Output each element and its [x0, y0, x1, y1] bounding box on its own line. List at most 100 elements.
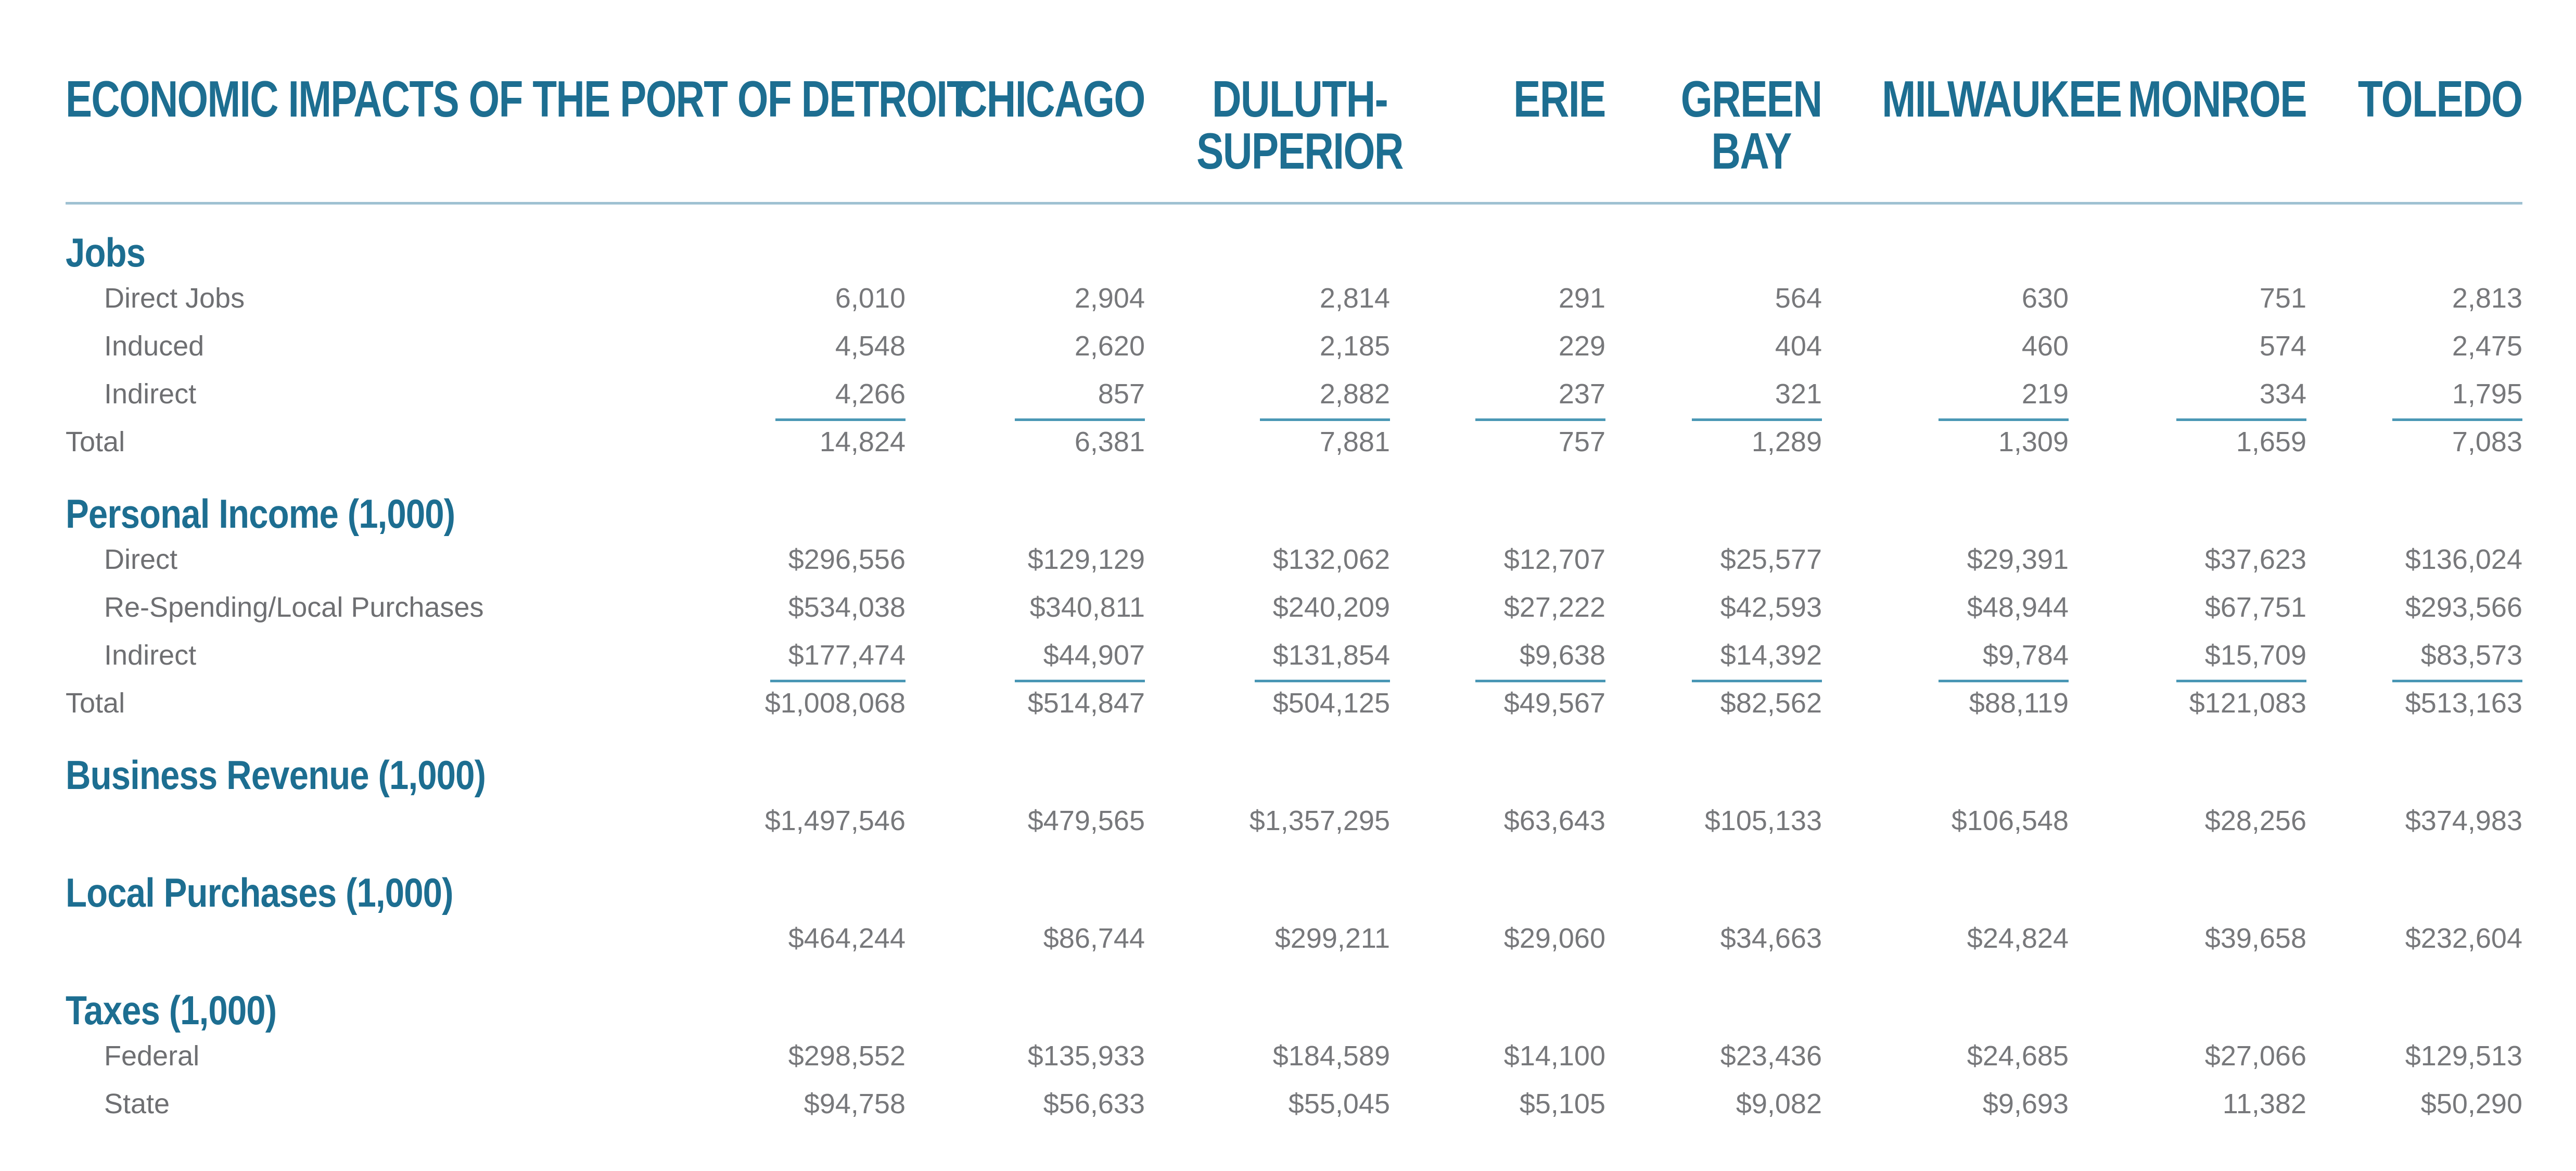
table-row: $464,244 $86,744 $299,211 $29,060 $34,663 $24… — [66, 914, 2576, 962]
table-row: Federal $298,552 $135,933 $184,589 $14,100 $2… — [66, 1032, 2576, 1080]
value-cell: $42,593 — [1720, 592, 1822, 623]
header-divider-line — [66, 202, 2522, 205]
value-cell: $340,811 — [1029, 592, 1145, 623]
value-cell: $296,556 — [788, 544, 906, 575]
column-header-milwaukee: MILWAUKEE — [1822, 73, 2122, 125]
value-underlined: $177,474 — [770, 639, 906, 682]
value-cell: 1,795 — [2306, 370, 2522, 421]
value-cell: $131,854 — [1145, 631, 1390, 682]
value-cell: $82,562 — [1720, 688, 1822, 719]
section-heading-text: Personal Income (1,000) — [66, 491, 455, 537]
value-cell: $240,209 — [1272, 592, 1390, 623]
value-cell: $299,211 — [1274, 923, 1390, 954]
value-cell: $9,693 — [1982, 1088, 2069, 1119]
value-underlined: $9,638 — [1475, 639, 1605, 682]
value-underlined: $44,907 — [1015, 639, 1145, 682]
value-cell: $177,474 — [666, 631, 906, 682]
value-cell: $37,623 — [2204, 544, 2306, 575]
value-underlined: 219 — [1939, 378, 2069, 421]
row-label: Indirect — [104, 378, 197, 410]
row-label — [66, 914, 666, 962]
column-header-toledo: TOLEDO — [2306, 73, 2523, 125]
section-heading: Jobs — [66, 231, 2576, 274]
value-cell: 291 — [1558, 283, 1605, 314]
value-cell: $34,663 — [1720, 923, 1822, 954]
value-underlined: $131,854 — [1254, 639, 1390, 682]
value-underlined: 1,795 — [2392, 378, 2522, 421]
column-header-text: MILWAUKEE — [1882, 70, 2122, 128]
table-row: Total 14,824 6,381 7,881 757 1,289 1,309 1,659 7… — [66, 418, 2576, 466]
value-cell: 321 — [1605, 370, 1822, 421]
value-cell: 219 — [1822, 370, 2069, 421]
column-header-monroe: MONROE — [2069, 73, 2307, 125]
value-cell: $135,933 — [1027, 1040, 1145, 1072]
value-cell: 2,904 — [1074, 283, 1145, 314]
section-heading: Personal Income (1,000) — [66, 492, 2576, 536]
value-cell: $129,513 — [2405, 1040, 2522, 1072]
value-cell: 7,881 — [1319, 426, 1390, 457]
value-cell: $15,709 — [2069, 631, 2306, 682]
value-cell: 1,309 — [1998, 426, 2069, 457]
value-cell: 1,659 — [2236, 426, 2306, 457]
table-row: Induced 4,548 2,620 2,185 229 404 460 574 2,475 — [66, 322, 2576, 370]
value-cell: $27,066 — [2204, 1040, 2306, 1072]
value-cell: $44,907 — [906, 631, 1145, 682]
value-cell: $14,392 — [1605, 631, 1822, 682]
table-row: Direct Jobs 6,010 2,904 2,814 291 564 630 751 2,… — [66, 274, 2576, 322]
value-cell: $56,633 — [1043, 1088, 1145, 1119]
value-cell: 2,882 — [1145, 370, 1390, 421]
section-heading-text: Taxes (1,000) — [66, 987, 277, 1033]
table-title: ECONOMIC IMPACTS OF THE PORT OF DETROIT — [66, 73, 971, 125]
value-cell: $39,658 — [2204, 923, 2306, 954]
value-cell: 574 — [2259, 330, 2306, 362]
value-cell: 1,289 — [1751, 426, 1822, 457]
column-header-erie: ERIE — [1390, 73, 1606, 125]
value-cell: $534,038 — [788, 592, 906, 623]
value-cell: $48,944 — [1967, 592, 2069, 623]
value-cell: $374,983 — [2405, 805, 2522, 836]
value-cell: $24,824 — [1967, 923, 2069, 954]
value-underlined: 321 — [1692, 378, 1822, 421]
value-underlined: $83,573 — [2392, 639, 2522, 682]
value-cell: 2,620 — [1074, 330, 1145, 362]
table-body: Jobs Direct Jobs 6,010 2,904 2,814 291 564 630 7… — [66, 231, 2576, 1128]
row-label: State — [104, 1088, 170, 1119]
value-cell: 460 — [2021, 330, 2069, 362]
column-header-text: CHICAGO — [958, 70, 1146, 128]
value-cell: $27,222 — [1503, 592, 1605, 623]
value-cell: $1,008,068 — [764, 688, 906, 719]
section-heading-text: Local Purchases (1,000) — [66, 870, 453, 915]
value-cell: $184,589 — [1272, 1040, 1390, 1072]
table-title-text: ECONOMIC IMPACTS OF THE PORT OF DETROIT — [66, 70, 971, 128]
value-cell: $24,685 — [1967, 1040, 2069, 1072]
table-row: Direct $296,556 $129,129 $132,062 $12,707 $25… — [66, 536, 2576, 583]
section-heading: Business Revenue (1,000) — [66, 753, 2576, 797]
value-cell: $232,604 — [2405, 923, 2522, 954]
value-cell: 2,185 — [1319, 330, 1390, 362]
value-cell: $86,744 — [1043, 923, 1145, 954]
value-cell: $132,062 — [1272, 544, 1390, 575]
row-label: Induced — [104, 330, 205, 362]
row-label — [66, 797, 666, 845]
value-underlined: $15,709 — [2176, 639, 2306, 682]
value-underlined: 2,882 — [1260, 378, 1390, 421]
table-row: Re-Spending/Local Purchases $534,038 $340,… — [66, 583, 2576, 631]
value-cell: 2,813 — [2452, 283, 2522, 314]
value-cell: $67,751 — [2204, 592, 2306, 623]
value-cell: $29,391 — [1967, 544, 2069, 575]
value-underlined: $14,392 — [1692, 639, 1822, 682]
value-cell: $1,357,295 — [1249, 805, 1390, 836]
value-cell: $121,083 — [2189, 688, 2306, 719]
row-label: Total — [66, 688, 125, 719]
value-cell: 630 — [2021, 283, 2069, 314]
section-heading: Local Purchases (1,000) — [66, 871, 2576, 914]
value-cell: $298,552 — [788, 1040, 906, 1072]
value-cell: 2,814 — [1319, 283, 1390, 314]
value-cell: 6,010 — [835, 283, 906, 314]
table-header-row: ECONOMIC IMPACTS OF THE PORT OF DETROIT … — [66, 73, 2576, 177]
value-cell: $49,567 — [1503, 688, 1605, 719]
row-label: Federal — [104, 1040, 200, 1072]
section-heading-text: Jobs — [66, 230, 146, 275]
value-cell: $88,119 — [1969, 688, 2069, 719]
